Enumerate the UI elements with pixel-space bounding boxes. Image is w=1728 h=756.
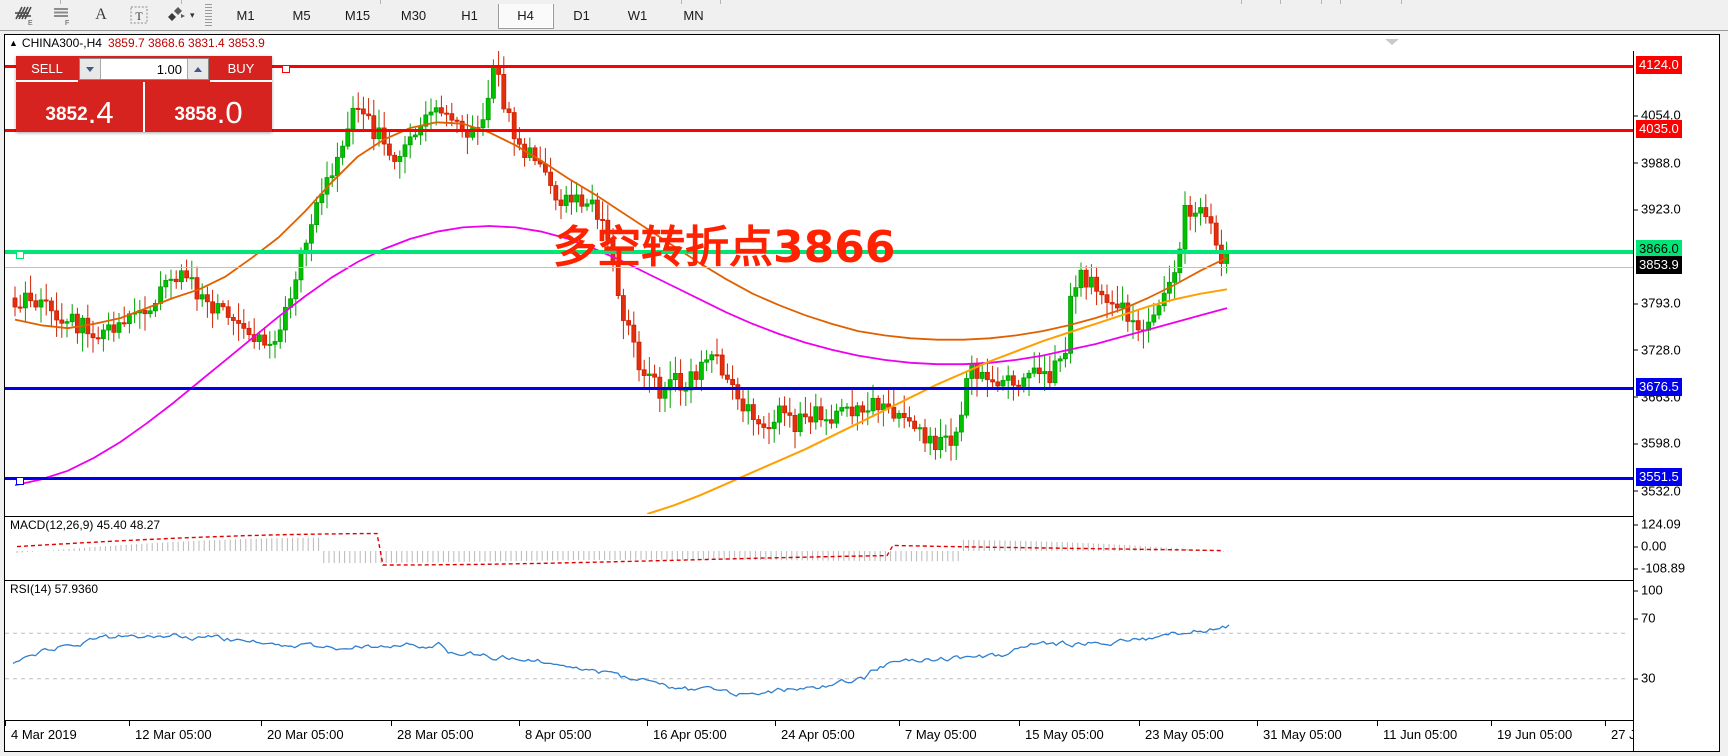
rsi-pane[interactable]: RSI(14) 57.9360 — [5, 580, 1719, 720]
time-label: 4 Mar 2019 — [5, 721, 77, 742]
time-label: 11 Jun 05:00 — [1376, 721, 1458, 742]
rsi-tick: 100 — [1634, 583, 1663, 598]
macd-tick: 124.09 — [1634, 517, 1681, 532]
timeframe-mn[interactable]: MN — [683, 7, 704, 23]
pane-resize-handle-icon[interactable] — [1385, 39, 1399, 45]
macd-tick: -108.89 — [1634, 561, 1685, 576]
one-click-trading-panel[interactable]: SELL 1.00 BUY 3852 .4 3858 .0 — [16, 56, 272, 132]
price-scale[interactable]: 4054.0 3988.0 3923.0 3793.0 3728.0 3663.0 3598… — [1633, 51, 1719, 751]
price-badge: 3551.5 — [1636, 467, 1682, 486]
timeframe-m1[interactable]: M1 — [236, 7, 255, 23]
sell-price-integer: 3852 — [45, 104, 88, 125]
price-tick: 3598.0 — [1634, 436, 1681, 451]
sell-button[interactable]: SELL — [16, 56, 78, 82]
volume-value[interactable]: 1.00 — [156, 61, 182, 77]
symbol-info-bar: ▲ CHINA300-,H4 3859.7 3868.6 3831.4 3853… — [5, 35, 1719, 51]
time-label: 8 Apr 05:00 — [519, 721, 592, 742]
price-tick: 3532.0 — [1634, 483, 1681, 498]
price-badge: 3866.0 — [1636, 240, 1682, 259]
symbol-label: CHINA300-,H4 — [21, 36, 102, 50]
timeframe-d1[interactable]: D1 — [573, 7, 590, 23]
level-line-4124[interactable] — [5, 64, 1635, 73]
objects-dropdown-caret-icon[interactable]: ▾ — [190, 9, 195, 20]
level-line-3551[interactable] — [5, 476, 1635, 485]
time-label: 31 May 05:00 — [1257, 721, 1342, 742]
time-label: 16 Apr 05:00 — [647, 721, 727, 742]
timeframe-h4[interactable]: H4 — [497, 1, 554, 29]
trade-panel-header: SELL 1.00 BUY — [16, 56, 272, 82]
time-axis: 4 Mar 2019 12 Mar 05:00 20 Mar 05:00 28 Mar… — [5, 720, 1686, 751]
rsi-tick: 30 — [1634, 671, 1655, 686]
sell-price-box[interactable]: 3852 .4 — [16, 82, 145, 132]
timeframe-w1[interactable]: W1 — [627, 7, 648, 23]
timeframe-m5[interactable]: M5 — [292, 7, 311, 23]
toolbar-dock-notch — [720, 0, 1242, 4]
time-label: 7 May 05:00 — [899, 721, 977, 742]
collapse-triangle-icon[interactable]: ▲ — [9, 38, 18, 48]
time-label: 19 Jun 05:00 — [1490, 721, 1573, 742]
price-badge: 4035.0 — [1636, 119, 1682, 138]
timeframe-m15[interactable]: M15 — [344, 7, 371, 23]
time-label: 20 Mar 05:00 — [261, 721, 344, 742]
toolbar-dock-notch — [60, 0, 182, 4]
chart-window[interactable]: ▲ CHINA300-,H4 3859.7 3868.6 3831.4 3853… — [4, 34, 1720, 752]
buy-price-integer: 3858 — [174, 104, 217, 125]
toolbar-dock-strip — [0, 0, 1728, 4]
sell-price-decimal: .4 — [87, 94, 114, 130]
macd-label: MACD(12,26,9) 45.40 48.27 — [10, 518, 161, 532]
macd-canvas — [16, 532, 1224, 566]
time-label: 23 May 05:00 — [1139, 721, 1224, 742]
rsi-label: RSI(14) 57.9360 — [10, 582, 99, 596]
price-tick: 3728.0 — [1634, 342, 1681, 357]
level-line-4035[interactable] — [5, 128, 1635, 132]
volume-increase-button[interactable] — [187, 59, 208, 79]
toolbar-dock-notch — [1340, 0, 1402, 4]
rsi-canvas — [5, 624, 1627, 697]
volume-decrease-button[interactable] — [80, 59, 101, 79]
price-tick: 4054.0 — [1634, 108, 1681, 123]
objects-icon[interactable] — [158, 1, 196, 29]
volume-stepper[interactable]: 1.00 — [79, 58, 209, 80]
svg-text:F: F — [65, 20, 69, 26]
price-tick: 3923.0 — [1634, 202, 1681, 217]
text-tool-icon[interactable]: A — [95, 6, 107, 23]
price-tick: 3793.0 — [1634, 296, 1681, 311]
timeframe-h1[interactable]: H1 — [461, 7, 478, 23]
toolbar-dock-notch — [380, 0, 682, 4]
svg-text:T: T — [135, 9, 143, 23]
buy-price-box[interactable]: 3858 .0 — [145, 82, 272, 132]
time-label: 12 Mar 05:00 — [129, 721, 212, 742]
rsi-tick: 70 — [1634, 611, 1655, 626]
buy-button[interactable]: BUY — [210, 56, 272, 82]
main-toolbar: E F A T — [0, 0, 1728, 31]
chart-annotation-text: 多空转折点3866 — [553, 222, 896, 273]
level-line-3676[interactable] — [5, 386, 1635, 390]
time-label: 15 May 05:00 — [1019, 721, 1104, 742]
templates-icon[interactable]: F — [44, 1, 82, 29]
macd-tick: 0.00 — [1634, 539, 1666, 554]
buy-price-decimal: .0 — [216, 94, 243, 130]
price-badge: 3853.9 — [1636, 256, 1682, 275]
time-label: 24 Apr 05:00 — [775, 721, 855, 742]
toolbar-separator — [204, 4, 212, 26]
trade-panel-prices: 3852 .4 3858 .0 — [16, 82, 272, 132]
price-tick: 3988.0 — [1634, 155, 1681, 170]
svg-text:E: E — [28, 20, 33, 26]
time-label: 28 Mar 05:00 — [391, 721, 474, 742]
toolbar-dock-notch — [1280, 0, 1322, 4]
price-badge: 4124.0 — [1636, 55, 1682, 74]
timeframe-m30[interactable]: M30 — [400, 7, 427, 23]
macd-pane[interactable]: MACD(12,26,9) 45.40 48.27 — [5, 516, 1719, 578]
last-price-line — [5, 267, 1635, 269]
price-badge: 3676.5 — [1636, 377, 1682, 396]
ohlc-values: 3859.7 3868.6 3831.4 3853.9 — [107, 36, 265, 50]
text-label-icon[interactable]: T — [120, 1, 158, 29]
indicators-icon[interactable]: E — [6, 1, 44, 29]
level-line-3866[interactable] — [5, 250, 1635, 260]
